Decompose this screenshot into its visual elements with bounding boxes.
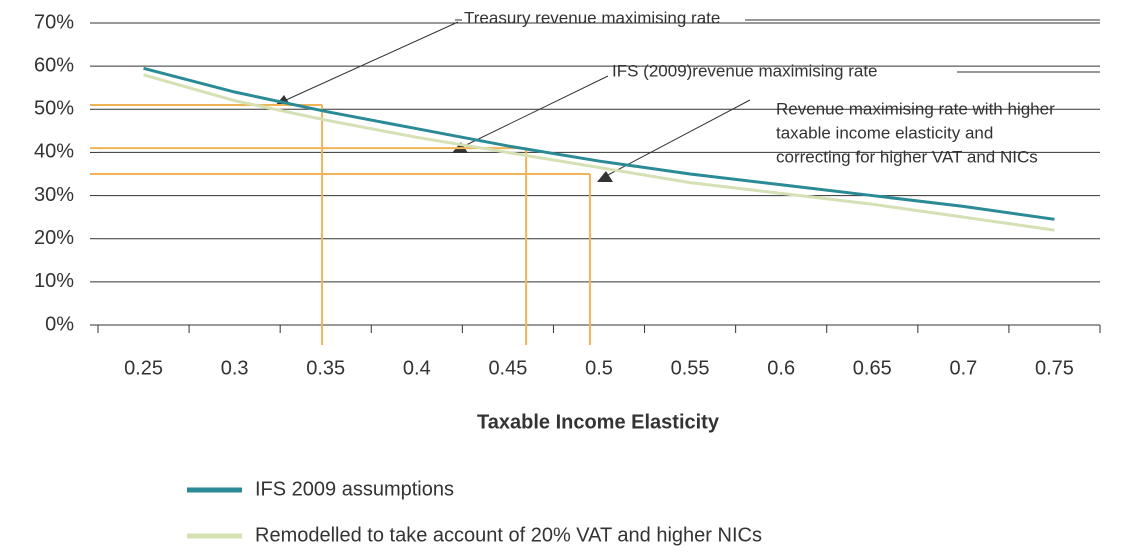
annotation: IFS (2009)revenue maximising rate (612, 61, 878, 80)
x-tick-label: 0.35 (306, 357, 345, 379)
annotation: correcting for higher VAT and NICs (776, 147, 1038, 166)
series-line (143, 73, 1055, 232)
x-tick-label: 0.4 (403, 357, 431, 379)
annotation: taxable income elasticity and (776, 123, 993, 142)
x-tick-label: 0.65 (853, 357, 892, 379)
x-tick-label: 0.7 (949, 357, 977, 379)
y-tick-label: 20% (34, 227, 74, 249)
x-tick-label: 0.45 (488, 357, 527, 379)
x-tick-label: 0.55 (671, 357, 710, 379)
annotation: Treasury revenue maximising rate (464, 8, 720, 27)
x-tick-label: 0.25 (124, 357, 163, 379)
y-tick-label: 50% (34, 98, 74, 120)
legend-label: Remodelled to take account of 20% VAT an… (255, 524, 762, 546)
y-tick-label: 0% (45, 313, 74, 335)
arrowhead (597, 171, 613, 182)
annotation-arrow (461, 75, 609, 148)
x-axis-label: Taxable Income Elasticity (477, 411, 720, 433)
legend-label: IFS 2009 assumptions (255, 478, 454, 500)
x-tick-label: 0.5 (585, 357, 613, 379)
series-line (143, 66, 1055, 221)
x-tick-label: 0.3 (221, 357, 249, 379)
arrowheads (275, 95, 613, 182)
y-tick-label: 70% (34, 11, 74, 33)
y-tick-label: 30% (34, 184, 74, 206)
x-tick-label: 0.75 (1035, 357, 1074, 379)
x-tick-label: 0.6 (767, 357, 795, 379)
annotation-arrow (285, 21, 459, 101)
y-tick-label: 10% (34, 270, 74, 292)
annotations (285, 19, 1100, 177)
y-tick-label: 40% (34, 141, 74, 163)
y-tick-label: 60% (34, 54, 74, 76)
annotation-arrow (605, 99, 751, 177)
